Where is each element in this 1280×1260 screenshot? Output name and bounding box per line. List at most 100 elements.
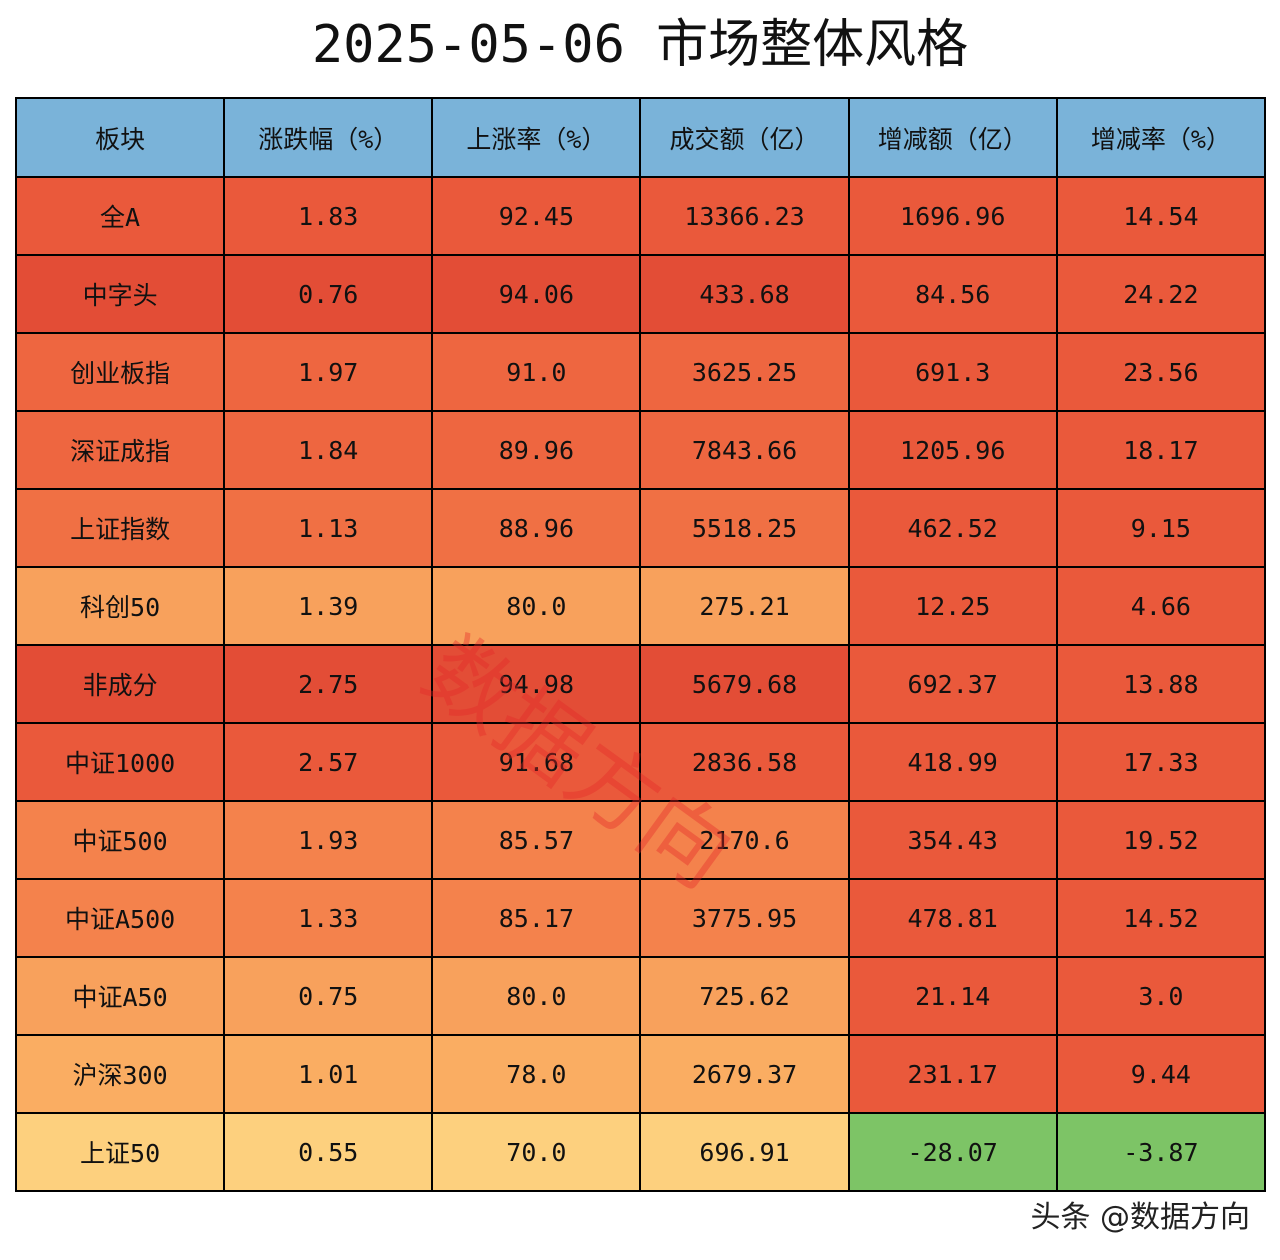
- value-cell: 725.62: [639, 956, 850, 1036]
- value-cell: 80.0: [431, 956, 642, 1036]
- value-cell: 1.97: [223, 332, 434, 412]
- value-cell: -3.87: [1055, 1112, 1267, 1192]
- table-row: 上证指数 1.13 88.96 5518.25 462.52 9.15: [14, 488, 1267, 568]
- footer-credit: 头条 @数据方向: [1030, 1200, 1250, 1235]
- table-row: 中证1000 2.57 91.68 2836.58 418.99 17.33: [14, 722, 1267, 802]
- value-cell: 1696.96: [847, 176, 1058, 256]
- table-row: 非成分 2.75 94.98 5679.68 692.37 13.88: [14, 644, 1267, 724]
- column-header: 成交额（亿）: [639, 97, 850, 178]
- value-cell: 1.83: [223, 176, 434, 256]
- value-cell: 3625.25: [639, 332, 850, 412]
- chart-title: 2025-05-06 市场整体风格: [311, 15, 969, 75]
- table-header-row: 板块 涨跌幅（%） 上涨率（%） 成交额（亿） 增减额（亿） 增减率（%）: [14, 97, 1267, 178]
- value-cell: 14.54: [1055, 176, 1267, 256]
- value-cell: 84.56: [847, 254, 1058, 334]
- value-cell: -28.07: [847, 1112, 1058, 1192]
- value-cell: 24.22: [1055, 254, 1267, 334]
- value-cell: 433.68: [639, 254, 850, 334]
- value-cell: 7843.66: [639, 410, 850, 490]
- value-cell: 85.57: [431, 800, 642, 880]
- row-label-cell: 科创50: [14, 566, 226, 646]
- value-cell: 23.56: [1055, 332, 1267, 412]
- table-row: 中证500 1.93 85.57 2170.6 354.43 19.52: [14, 800, 1267, 880]
- value-cell: 92.45: [431, 176, 642, 256]
- row-label-cell: 中证1000: [14, 722, 226, 802]
- value-cell: 9.15: [1055, 488, 1267, 568]
- table-row: 中证A50 0.75 80.0 725.62 21.14 3.0: [14, 956, 1267, 1036]
- row-label-cell: 中字头: [14, 254, 226, 334]
- market-style-table: 板块 涨跌幅（%） 上涨率（%） 成交额（亿） 增减额（亿） 增减率（%） 全A 1.83 9…: [14, 97, 1267, 1192]
- value-cell: 85.17: [431, 878, 642, 958]
- value-cell: 9.44: [1055, 1034, 1267, 1114]
- table-row: 深证成指 1.84 89.96 7843.66 1205.96 18.17: [14, 410, 1267, 490]
- value-cell: 2679.37: [639, 1034, 850, 1114]
- row-label-cell: 上证50: [14, 1112, 226, 1192]
- value-cell: 1.93: [223, 800, 434, 880]
- value-cell: 91.0: [431, 332, 642, 412]
- value-cell: 70.0: [431, 1112, 642, 1192]
- table-row: 创业板指 1.97 91.0 3625.25 691.3 23.56: [14, 332, 1267, 412]
- table-row: 沪深300 1.01 78.0 2679.37 231.17 9.44: [14, 1034, 1267, 1114]
- value-cell: 80.0: [431, 566, 642, 646]
- value-cell: 478.81: [847, 878, 1058, 958]
- row-label-cell: 全A: [14, 176, 226, 256]
- value-cell: 19.52: [1055, 800, 1267, 880]
- value-cell: 231.17: [847, 1034, 1058, 1114]
- value-cell: 18.17: [1055, 410, 1267, 490]
- table-row: 科创50 1.39 80.0 275.21 12.25 4.66: [14, 566, 1267, 646]
- column-header: 增减额（亿）: [847, 97, 1058, 178]
- value-cell: 275.21: [639, 566, 850, 646]
- value-cell: 0.55: [223, 1112, 434, 1192]
- value-cell: 1.33: [223, 878, 434, 958]
- table-row: 中证A500 1.33 85.17 3775.95 478.81 14.52: [14, 878, 1267, 958]
- value-cell: 696.91: [639, 1112, 850, 1192]
- table-body: 全A 1.83 92.45 13366.23 1696.96 14.54 中字头 0.76 94…: [14, 176, 1267, 1192]
- row-label-cell: 上证指数: [14, 488, 226, 568]
- column-header: 上涨率（%）: [431, 97, 642, 178]
- row-label-cell: 中证500: [14, 800, 226, 880]
- value-cell: 354.43: [847, 800, 1058, 880]
- table-row: 中字头 0.76 94.06 433.68 84.56 24.22: [14, 254, 1267, 334]
- value-cell: 1.84: [223, 410, 434, 490]
- value-cell: 78.0: [431, 1034, 642, 1114]
- value-cell: 12.25: [847, 566, 1058, 646]
- value-cell: 2170.6: [639, 800, 850, 880]
- value-cell: 13.88: [1055, 644, 1267, 724]
- value-cell: 2.57: [223, 722, 434, 802]
- value-cell: 5679.68: [639, 644, 850, 724]
- row-label-cell: 创业板指: [14, 332, 226, 412]
- value-cell: 94.06: [431, 254, 642, 334]
- value-cell: 89.96: [431, 410, 642, 490]
- value-cell: 3775.95: [639, 878, 850, 958]
- value-cell: 5518.25: [639, 488, 850, 568]
- value-cell: 0.76: [223, 254, 434, 334]
- value-cell: 14.52: [1055, 878, 1267, 958]
- value-cell: 17.33: [1055, 722, 1267, 802]
- table-row: 上证50 0.55 70.0 696.91 -28.07 -3.87: [14, 1112, 1267, 1192]
- value-cell: 2836.58: [639, 722, 850, 802]
- row-label-cell: 沪深300: [14, 1034, 226, 1114]
- value-cell: 462.52: [847, 488, 1058, 568]
- row-label-cell: 非成分: [14, 644, 226, 724]
- value-cell: 4.66: [1055, 566, 1267, 646]
- value-cell: 3.0: [1055, 956, 1267, 1036]
- table-row: 全A 1.83 92.45 13366.23 1696.96 14.54: [14, 176, 1267, 256]
- value-cell: 1.13: [223, 488, 434, 568]
- row-label-cell: 中证A50: [14, 956, 226, 1036]
- row-label-cell: 深证成指: [14, 410, 226, 490]
- column-header: 涨跌幅（%）: [223, 97, 434, 178]
- value-cell: 1205.96: [847, 410, 1058, 490]
- value-cell: 21.14: [847, 956, 1058, 1036]
- value-cell: 692.37: [847, 644, 1058, 724]
- row-label-cell: 中证A500: [14, 878, 226, 958]
- column-header: 增减率（%）: [1055, 97, 1267, 178]
- value-cell: 1.39: [223, 566, 434, 646]
- value-cell: 418.99: [847, 722, 1058, 802]
- market-style-table-container: 板块 涨跌幅（%） 上涨率（%） 成交额（亿） 增减额（亿） 增减率（%） 全A 1.83 9…: [14, 97, 1267, 1192]
- value-cell: 691.3: [847, 332, 1058, 412]
- value-cell: 0.75: [223, 956, 434, 1036]
- value-cell: 88.96: [431, 488, 642, 568]
- value-cell: 1.01: [223, 1034, 434, 1114]
- value-cell: 13366.23: [639, 176, 850, 256]
- column-header: 板块: [14, 97, 226, 178]
